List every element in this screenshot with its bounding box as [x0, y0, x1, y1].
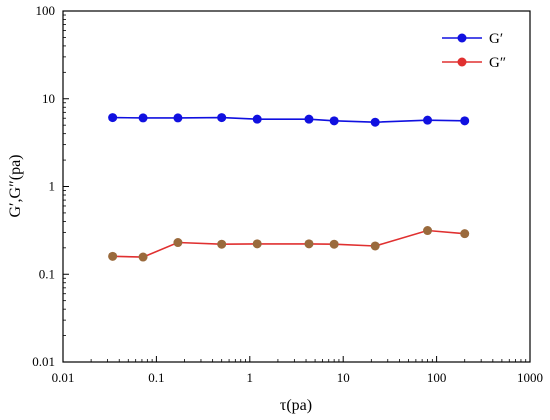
- x-tick-label: 1000: [517, 370, 543, 385]
- x-tick-label: 0.01: [52, 370, 75, 385]
- legend-marker-2: [457, 57, 467, 67]
- data-point-series-1: [108, 113, 118, 123]
- y-tick-label: 0.1: [39, 266, 55, 281]
- data-point-series-1: [370, 117, 380, 127]
- data-point-series-2: [304, 239, 314, 249]
- series-layer: [108, 113, 470, 262]
- legend-label-1: G′: [489, 31, 503, 47]
- series-line-2: [112, 229, 465, 258]
- x-tick-label: 1: [247, 370, 254, 385]
- data-point-series-2: [138, 252, 148, 262]
- data-point-series-2: [423, 226, 433, 236]
- y-axis: 0.01 0.1 1 10 100: [32, 3, 69, 369]
- data-point-series-2: [460, 229, 470, 239]
- x-axis: 0.01 0.1 1 10 100 1000: [52, 356, 543, 385]
- x-tick-label: 0.1: [148, 370, 164, 385]
- y-tick-label: 10: [42, 91, 55, 106]
- data-point-series-2: [329, 239, 339, 249]
- data-point-series-2: [173, 238, 183, 248]
- data-point-series-1: [329, 116, 339, 126]
- data-point-series-2: [252, 239, 262, 249]
- x-tick-label: 100: [427, 370, 447, 385]
- data-point-series-2: [108, 251, 118, 261]
- legend: G′ G″: [442, 31, 506, 71]
- y-tick-label: 0.01: [32, 354, 55, 369]
- data-point-series-2: [370, 241, 380, 251]
- y-axis-title: G′,G″(pa): [7, 154, 24, 217]
- legend-label-2: G″: [489, 55, 506, 71]
- legend-marker-1: [457, 33, 467, 43]
- y-tick-label: 100: [36, 3, 56, 18]
- data-point-series-2: [217, 239, 227, 249]
- data-point-series-1: [423, 115, 433, 125]
- plot-area: [62, 10, 531, 363]
- data-point-series-1: [173, 113, 183, 123]
- data-point-series-1: [252, 114, 262, 124]
- data-point-series-1: [217, 113, 227, 123]
- x-axis-title: τ(pa): [280, 397, 312, 414]
- y-tick-label: 1: [49, 179, 56, 194]
- data-point-series-1: [304, 114, 314, 124]
- data-point-series-1: [460, 116, 470, 126]
- x-tick-label: 10: [337, 370, 350, 385]
- series-line-1: [112, 116, 465, 124]
- data-point-series-1: [138, 113, 148, 123]
